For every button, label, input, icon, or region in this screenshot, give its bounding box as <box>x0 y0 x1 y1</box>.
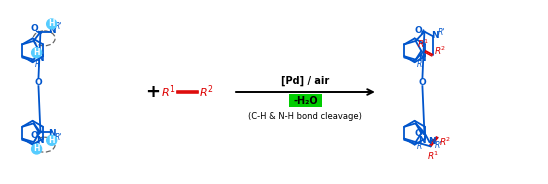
Text: $R^1$: $R^1$ <box>427 149 440 162</box>
Circle shape <box>32 48 42 58</box>
Circle shape <box>32 144 42 154</box>
Text: O: O <box>35 78 42 87</box>
Text: R': R' <box>55 22 62 31</box>
Text: N: N <box>427 137 435 146</box>
Text: R': R' <box>435 141 442 151</box>
Text: R: R <box>416 60 422 69</box>
Text: H: H <box>48 136 55 145</box>
Text: N: N <box>37 136 44 145</box>
Text: O: O <box>31 131 38 140</box>
Text: $R^2$: $R^2$ <box>435 45 447 57</box>
Text: +: + <box>145 83 160 101</box>
Text: H: H <box>33 48 40 57</box>
Text: O: O <box>415 26 423 35</box>
Text: R: R <box>416 142 422 151</box>
Text: N: N <box>431 31 438 40</box>
Text: $R^1$: $R^1$ <box>417 37 430 49</box>
Text: R: R <box>35 60 40 69</box>
Text: N: N <box>48 26 55 36</box>
Text: H: H <box>48 20 55 29</box>
Text: [Pd] / air: [Pd] / air <box>281 76 329 86</box>
Circle shape <box>47 19 56 29</box>
Text: R: R <box>35 142 40 151</box>
Text: $R^2$: $R^2$ <box>199 84 214 100</box>
Text: N: N <box>37 54 44 63</box>
Text: O: O <box>419 78 426 87</box>
Text: R': R' <box>55 133 62 142</box>
Text: N: N <box>419 136 426 145</box>
Text: N: N <box>48 129 55 138</box>
Circle shape <box>47 135 56 145</box>
Text: (C-H & N-H bond cleavage): (C-H & N-H bond cleavage) <box>248 112 362 121</box>
Text: N: N <box>419 54 426 63</box>
Text: $R^1$: $R^1$ <box>161 84 176 100</box>
Text: R': R' <box>438 28 445 36</box>
FancyBboxPatch shape <box>289 94 322 107</box>
Text: H: H <box>33 144 40 153</box>
Text: -H₂O: -H₂O <box>293 96 318 106</box>
Text: $R^2$: $R^2$ <box>439 135 452 148</box>
Text: O: O <box>31 24 38 33</box>
Text: O: O <box>415 129 423 138</box>
